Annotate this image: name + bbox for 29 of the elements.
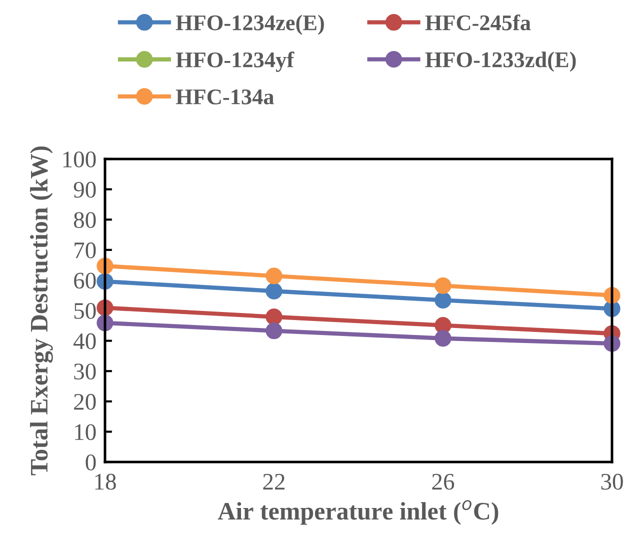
y-tick-label: 30 [74,364,96,380]
legend-label: HFO-1233zd(E) [425,52,576,72]
point [266,308,282,326]
x-tick-label: 26 [432,474,454,490]
point [266,282,282,300]
y-tick-label: 100 [63,151,96,168]
x-tick-label: 30 [601,474,623,490]
x-tick-label: 22 [263,474,285,490]
point [434,277,452,294]
y-tick-label: 50 [74,302,96,319]
point [434,330,452,347]
legend-label: HFO-1234yf [176,52,294,72]
x-tick-label: 18 [95,474,116,490]
x-axis-title: Air temperature inlet ($^{o}$C) [218,500,498,525]
legend-label: HFO-1234ze(E) [176,14,324,35]
y-tick-label: 10 [75,424,96,440]
legend-label: HFC-245fa [425,14,531,30]
y-tick-label: 70 [74,242,96,258]
y-tick-label: 40 [74,333,96,350]
y-tick-label: 60 [74,272,96,289]
point [266,268,282,284]
y-tick-label: 90 [74,182,96,198]
y-tick-label: 0 [86,454,96,470]
y-axis-title: Total Exergy Destruction (kW) [30,146,53,476]
legend-label: HFC-134a [176,89,274,104]
point [266,322,282,340]
point [434,292,452,309]
y-tick-label: 80 [74,212,96,228]
y-tick-label: 20 [74,394,96,410]
